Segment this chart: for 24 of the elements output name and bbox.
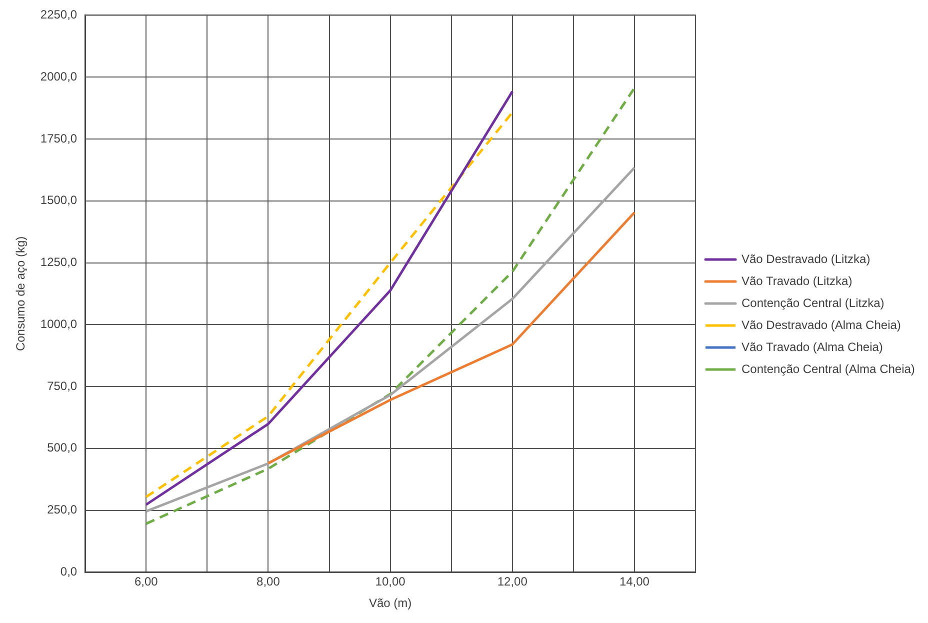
x-tick-label: 6,00 xyxy=(134,574,158,589)
legend-label: Vão Travado (Alma Cheia) xyxy=(742,340,883,354)
y-tick-label: 2000,0 xyxy=(40,69,78,84)
y-tick-label: 250,0 xyxy=(47,502,78,517)
legend-label: Vão Travado (Litzka) xyxy=(742,274,852,288)
y-tick-label: 2250,0 xyxy=(40,8,78,22)
legend-label: Contenção Central (Litzka) xyxy=(742,296,884,310)
x-axis-title: Vão (m) xyxy=(368,596,412,610)
y-tick-label: 0,0 xyxy=(60,564,78,579)
y-tick-label: 750,0 xyxy=(47,378,78,393)
legend-label: Contenção Central (Alma Cheia) xyxy=(742,362,915,376)
line-series xyxy=(144,86,636,525)
y-tick-label: 1750,0 xyxy=(40,131,78,146)
y-tick-label: 500,0 xyxy=(47,440,78,455)
x-tick-label: 8,00 xyxy=(256,574,280,589)
x-tick-label: 14,00 xyxy=(619,574,650,589)
y-tick-label: 1000,0 xyxy=(40,316,78,331)
x-tick-label: 12,00 xyxy=(497,574,528,589)
x-tick-label: 10,00 xyxy=(375,574,406,589)
y-tick-label: 1500,0 xyxy=(40,193,78,208)
legend-label: Vão Destravado (Alma Cheia) xyxy=(742,318,901,332)
legend-label: Vão Destravado (Litzka) xyxy=(742,252,870,266)
y-tick-label: 1250,0 xyxy=(40,255,78,270)
y-axis-title: Consumo de aço (kg) xyxy=(14,236,28,352)
